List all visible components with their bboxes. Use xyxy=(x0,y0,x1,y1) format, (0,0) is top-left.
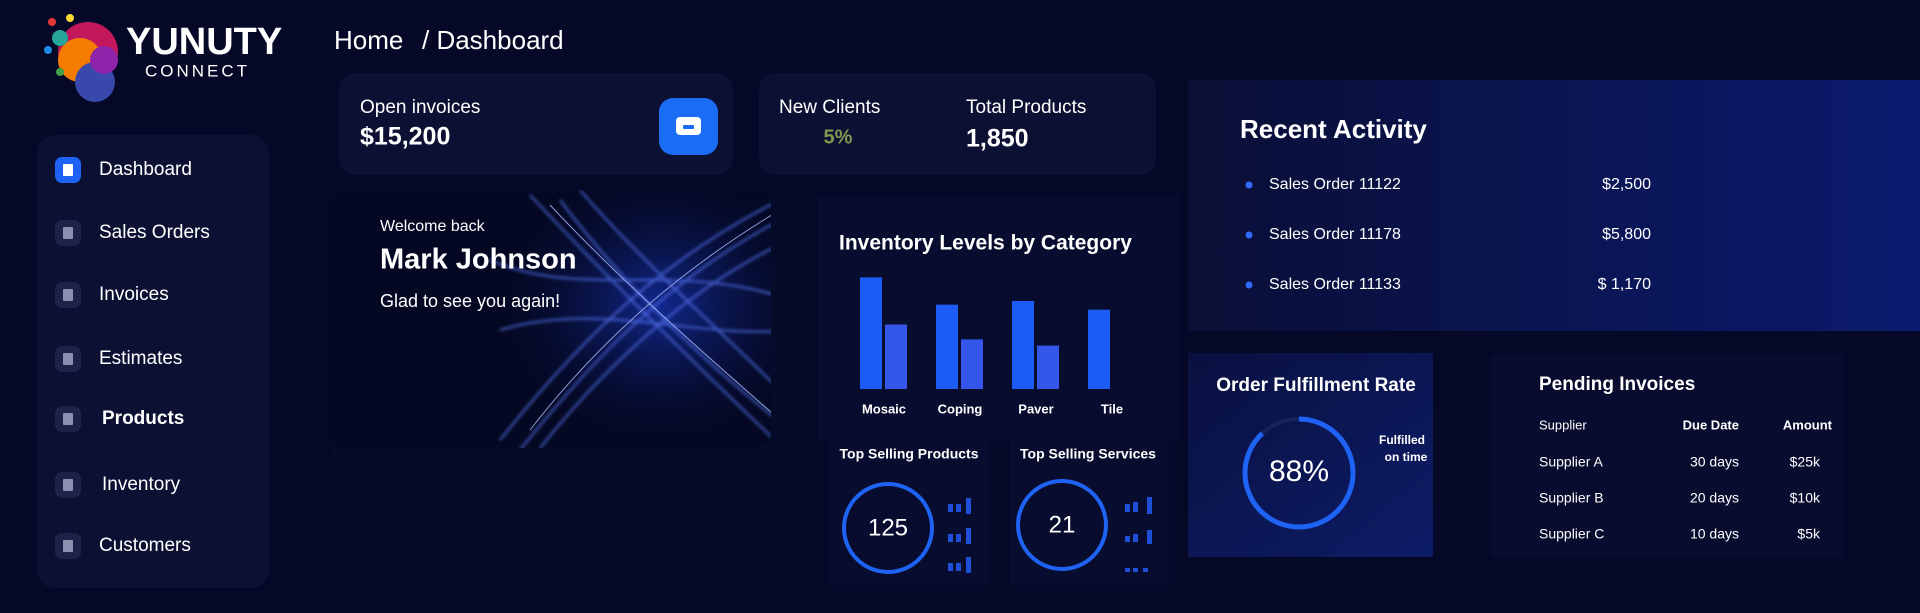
nav-icon-glyph xyxy=(63,479,73,491)
top-products-panel xyxy=(829,441,989,585)
ring-arc xyxy=(1242,416,1356,530)
bar xyxy=(1088,309,1110,389)
nav-item[interactable]: Sales Orders xyxy=(99,222,210,243)
nav-icon-glyph xyxy=(63,353,73,365)
nav-icon-glyph xyxy=(63,164,73,176)
breadcrumb-home[interactable]: Home xyxy=(334,25,403,55)
nav-item[interactable]: Customers xyxy=(99,535,191,556)
bar-chart: Mosaic Coping Paver Tile xyxy=(860,277,1123,416)
panel-title: Order Fulfillment Rate xyxy=(1216,375,1416,396)
counter-value: 125 xyxy=(868,514,908,541)
welcome-art xyxy=(331,190,771,448)
panel-title: Recent Activity xyxy=(1240,114,1427,144)
stat-value: 1,850 xyxy=(966,125,1029,153)
ring-value: 88% xyxy=(1269,455,1329,488)
table-cell: 20 days xyxy=(1690,490,1739,506)
welcome-greeting: Welcome back xyxy=(380,218,486,235)
top-services-panel xyxy=(1010,441,1169,585)
stat-label: New Clients xyxy=(779,97,880,118)
column-header: Amount xyxy=(1783,417,1833,432)
bar xyxy=(1037,345,1059,389)
welcome-message: Glad to see you again! xyxy=(380,291,560,311)
clients-products-card xyxy=(759,73,1156,175)
activity-list: Sales Order 11122 $2,500 Sales Order 11178… xyxy=(1245,176,1651,293)
counter-ring xyxy=(842,482,934,574)
bar xyxy=(1012,300,1034,389)
x-tick-label: Paver xyxy=(1018,401,1053,416)
activity-label[interactable]: Sales Order 11178 xyxy=(1269,226,1401,243)
nav-item[interactable]: Inventory xyxy=(102,474,181,495)
x-tick-label: Tile xyxy=(1101,401,1123,416)
column-header: Due Date xyxy=(1683,417,1739,432)
x-tick-label: Mosaic xyxy=(862,401,906,416)
activity-amount: $ 1,170 xyxy=(1598,276,1651,293)
table-cell: Supplier C xyxy=(1539,526,1604,542)
chart-title: Inventory Levels by Category xyxy=(839,232,1132,255)
bullet xyxy=(1245,231,1253,239)
table-cell: Supplier B xyxy=(1539,490,1604,506)
stat-value: $15,200 xyxy=(360,123,450,151)
panel-title: Pending Invoices xyxy=(1539,374,1695,395)
bullet xyxy=(1245,181,1253,189)
brand-tagline: CONNECT xyxy=(145,61,250,80)
table-cell: $10k xyxy=(1790,490,1821,506)
table-cell: $5k xyxy=(1797,526,1821,542)
activity-amount: $2,500 xyxy=(1602,176,1651,193)
recent-activity-panel xyxy=(1188,80,1920,331)
pending-invoices-panel xyxy=(1491,355,1843,557)
bullet xyxy=(1245,281,1253,289)
logo xyxy=(44,14,118,102)
invoice-table: Supplier Due Date Amount Supplier A 30 days $… xyxy=(1539,417,1833,541)
fulfillment-ring xyxy=(1242,416,1356,530)
mini-bars xyxy=(948,497,1152,573)
counter-ring xyxy=(1016,479,1108,571)
bar xyxy=(860,277,882,389)
nav-icon-glyph xyxy=(63,413,73,425)
table-cell: $25k xyxy=(1790,454,1821,470)
panel-title: Top Selling Products xyxy=(840,446,979,462)
nav-item[interactable]: Dashboard xyxy=(99,159,192,180)
nav-menu: Dashboard Sales Orders Invoices Estimates Pr… xyxy=(55,157,210,559)
breadcrumb-current: / Dashboard xyxy=(422,25,564,55)
nav-item[interactable]: Products xyxy=(102,408,184,429)
sidebar xyxy=(37,135,269,588)
table-cell: 30 days xyxy=(1690,454,1739,470)
nav-item[interactable]: Estimates xyxy=(99,348,182,369)
welcome-name: Mark Johnson xyxy=(380,244,577,276)
nav-icon-glyph xyxy=(63,540,73,552)
counter-value: 21 xyxy=(1049,511,1076,538)
activity-label[interactable]: Sales Order 11122 xyxy=(1269,176,1401,193)
invoice-icon xyxy=(683,125,694,129)
column-header: Supplier xyxy=(1539,417,1587,432)
x-tick-label: Coping xyxy=(938,401,983,416)
stat-label: Total Products xyxy=(966,97,1086,118)
fulfillment-panel xyxy=(1188,353,1433,557)
nav-icon-glyph xyxy=(63,227,73,239)
nav-item[interactable]: Invoices xyxy=(99,284,169,305)
bar xyxy=(885,324,907,389)
stat-label: Open invoices xyxy=(360,97,480,118)
panel-title: Top Selling Services xyxy=(1020,446,1156,462)
activity-label[interactable]: Sales Order 11133 xyxy=(1269,276,1401,293)
open-invoices-card xyxy=(339,73,733,175)
bar xyxy=(936,304,958,389)
ring-note: on time xyxy=(1385,450,1428,464)
activity-amount: $5,800 xyxy=(1602,226,1651,243)
ring-note: Fulfilled xyxy=(1379,433,1425,447)
stat-value: 5% xyxy=(824,126,853,148)
brand-name: YUNUTY xyxy=(126,21,282,63)
table-cell: Supplier A xyxy=(1539,454,1603,470)
bar xyxy=(961,339,983,389)
nav-icon-glyph xyxy=(63,289,73,301)
table-cell: 10 days xyxy=(1690,526,1739,542)
